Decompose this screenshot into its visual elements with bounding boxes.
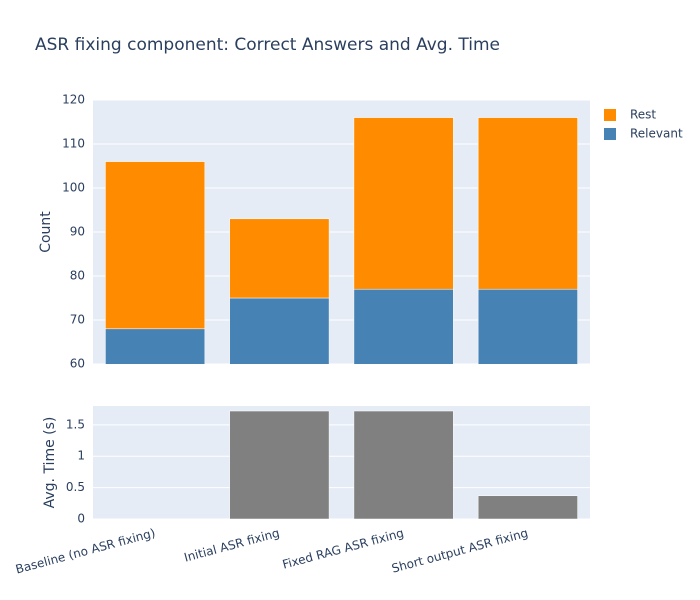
y-tick-label: 60: [70, 357, 85, 371]
bar: [353, 117, 454, 290]
legend-swatch: [604, 128, 616, 140]
bar: [105, 328, 206, 364]
legend-label: Rest: [630, 108, 656, 122]
y-tick-label: 80: [70, 269, 85, 283]
bar: [229, 410, 330, 519]
bars: [229, 410, 578, 519]
bar: [353, 288, 454, 364]
y-axis-title: Count: [38, 211, 54, 253]
bars: [105, 117, 578, 364]
y-axis-title: Avg. Time (s): [42, 417, 58, 509]
legend-swatch: [604, 109, 616, 121]
y-tick-label: 0: [77, 512, 85, 526]
y-tick-label: 70: [70, 313, 85, 327]
y-tick-label: 0.5: [66, 480, 85, 494]
chart-title: ASR fixing component: Correct Answers an…: [35, 35, 500, 55]
y-tick-label: 110: [62, 137, 85, 151]
y-tick-label: 90: [70, 225, 85, 239]
y-tick-label: 100: [62, 181, 85, 195]
bar: [353, 410, 454, 519]
bar: [105, 161, 206, 330]
x-tick-label: Baseline (no ASR fixing): [14, 526, 157, 577]
y-tick-label: 1.5: [66, 417, 85, 431]
legend-label: Relevant: [630, 127, 683, 141]
y-tick-label: 120: [62, 93, 85, 107]
x-tick-label: Short output ASR fixing: [390, 526, 529, 576]
bar: [477, 495, 578, 519]
x-tick-label: Fixed RAG ASR fixing: [281, 526, 405, 572]
bar: [477, 117, 578, 290]
x-tick-label: Initial ASR fixing: [183, 526, 281, 565]
bar: [229, 218, 330, 299]
y-tick-label: 1: [77, 449, 85, 463]
